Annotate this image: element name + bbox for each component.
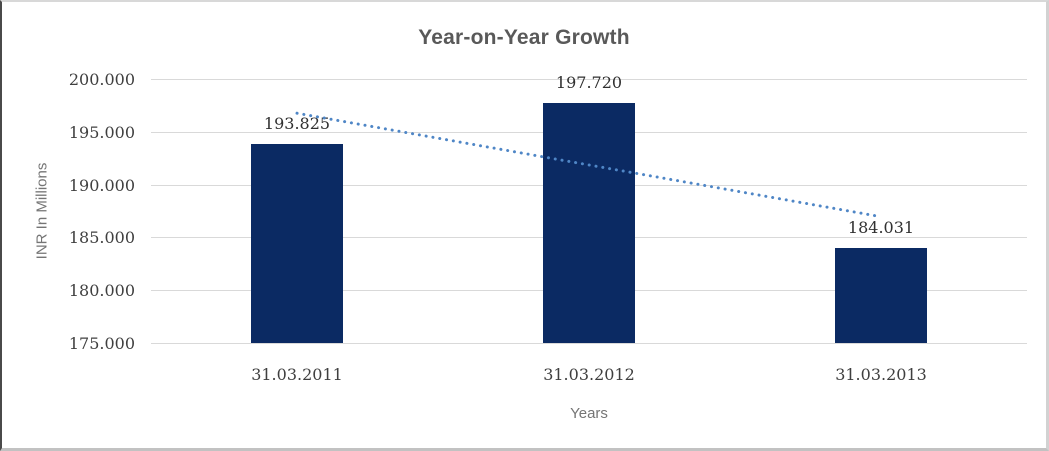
data-label: 197.720 [555,73,623,93]
bar [835,247,927,343]
y-tick-label: 185.000 [68,228,135,248]
bar [251,144,343,343]
x-tick-label: 31.03.2013 [835,365,927,384]
x-tick-label: 31.03.2011 [251,365,343,384]
y-tick-label: 200.000 [68,70,135,89]
bar [543,103,635,343]
x-tick-labels: 31.03.2011 31.03.2012 31.03.2013 [151,366,1027,386]
data-label: 184.031 [847,217,915,237]
plot-area: 193.825 197.720 184.031 [151,74,1027,344]
data-label: 193.825 [263,114,331,134]
y-tick-label: 195.000 [68,122,135,142]
y-tick-label: 175.000 [68,334,135,353]
trendline [295,111,883,219]
trendline-segment [295,111,883,219]
x-tick-label: 31.03.2012 [543,365,635,384]
y-tick-label: 190.000 [68,175,135,195]
chart-title: Year-on-Year Growth [418,26,630,49]
x-axis-title: Years [570,405,608,422]
y-tick-labels: 200.000 195.000 190.000 185.000 180.000 175.0… [40,71,135,353]
gridline [151,343,1027,344]
y-tick-label: 180.000 [68,281,135,301]
gridline [151,79,1027,80]
bars: 193.825 197.720 184.031 [151,74,1027,343]
